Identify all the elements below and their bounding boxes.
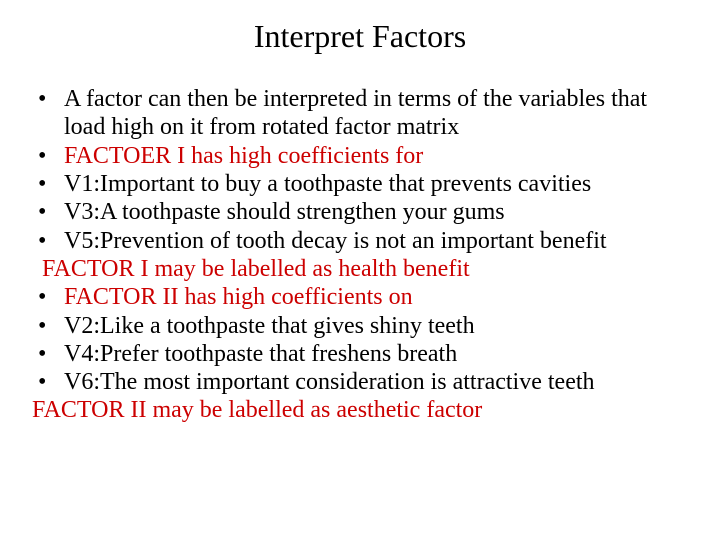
summary-line: FACTOR II may be labelled as aesthetic f… [28,396,692,424]
bullet-text: V1:Important to buy a toothpaste that pr… [64,170,692,198]
bullet-icon: • [38,227,64,255]
bullet-item: • V3:A toothpaste should strengthen your… [28,198,692,226]
bullet-icon: • [38,85,64,113]
bullet-icon: • [38,368,64,396]
bullet-icon: • [38,340,64,368]
bullet-text: FACTOR II has high coefficients on [64,283,692,311]
bullet-text: FACTOER I has high coefficients for [64,142,692,170]
bullet-icon: • [38,198,64,226]
bullet-item: • V4:Prefer toothpaste that freshens bre… [28,340,692,368]
bullet-icon: • [38,170,64,198]
bullet-item: • A factor can then be interpreted in te… [28,85,692,142]
bullet-item: • FACTOR II has high coefficients on [28,283,692,311]
bullet-text: V6:The most important consideration is a… [64,368,692,396]
slide-body: • A factor can then be interpreted in te… [28,85,692,425]
slide: Interpret Factors • A factor can then be… [0,0,720,540]
bullet-item: • V5:Prevention of tooth decay is not an… [28,227,692,255]
bullet-item: • V2:Like a toothpaste that gives shiny … [28,312,692,340]
slide-title: Interpret Factors [28,18,692,55]
bullet-item: • FACTOER I has high coefficients for [28,142,692,170]
bullet-text: V2:Like a toothpaste that gives shiny te… [64,312,692,340]
bullet-icon: • [38,312,64,340]
bullet-icon: • [38,142,64,170]
summary-line: FACTOR I may be labelled as health benef… [28,255,692,283]
bullet-text: A factor can then be interpreted in term… [64,85,692,142]
bullet-item: • V6:The most important consideration is… [28,368,692,396]
bullet-text: V5:Prevention of tooth decay is not an i… [64,227,692,255]
bullet-icon: • [38,283,64,311]
bullet-text: V4:Prefer toothpaste that freshens breat… [64,340,692,368]
bullet-text: V3:A toothpaste should strengthen your g… [64,198,692,226]
bullet-item: • V1:Important to buy a toothpaste that … [28,170,692,198]
